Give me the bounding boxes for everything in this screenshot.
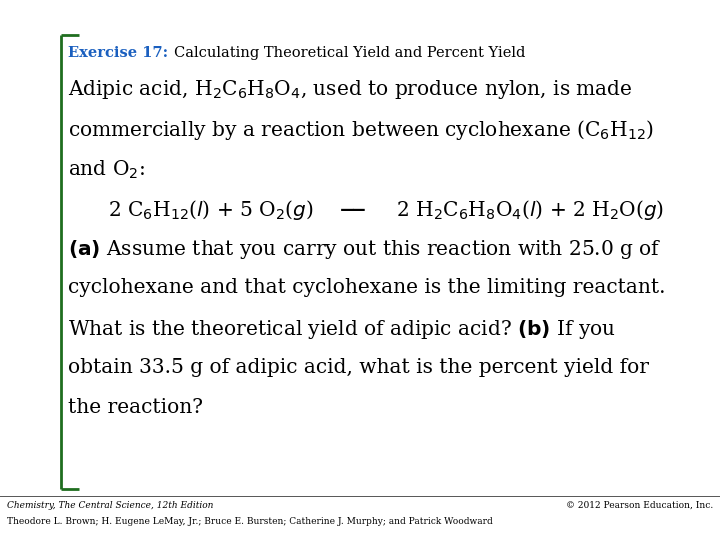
Text: Chemistry, The Central Science, 12th Edition: Chemistry, The Central Science, 12th Edi… xyxy=(7,501,214,510)
Text: obtain 33.5 g of adipic acid, what is the percent yield for: obtain 33.5 g of adipic acid, what is th… xyxy=(68,358,649,377)
Text: Exercise 17:: Exercise 17: xyxy=(68,46,168,60)
Text: 2 C$_6$H$_{12}$($\mathit{l}$) + 5 O$_2$($\mathit{g}$)    $\mathbf{-\!\!\!-}$    : 2 C$_6$H$_{12}$($\mathit{l}$) + 5 O$_2$(… xyxy=(108,198,664,222)
Text: Theodore L. Brown; H. Eugene LeMay, Jr.; Bruce E. Bursten; Catherine J. Murphy; : Theodore L. Brown; H. Eugene LeMay, Jr.;… xyxy=(7,517,493,526)
Text: © 2012 Pearson Education, Inc.: © 2012 Pearson Education, Inc. xyxy=(565,501,713,510)
Text: Adipic acid, H$_2$C$_6$H$_8$O$_4$, used to produce nylon, is made: Adipic acid, H$_2$C$_6$H$_8$O$_4$, used … xyxy=(68,78,633,102)
Text: the reaction?: the reaction? xyxy=(68,398,204,417)
Text: and O$_2$:: and O$_2$: xyxy=(68,158,145,180)
Text: $\mathbf{(a)}$ Assume that you carry out this reaction with 25.0 g of: $\mathbf{(a)}$ Assume that you carry out… xyxy=(68,238,662,261)
Text: What is the theoretical yield of adipic acid? $\mathbf{(b)}$ If you: What is the theoretical yield of adipic … xyxy=(68,318,616,341)
Text: Calculating Theoretical Yield and Percent Yield: Calculating Theoretical Yield and Percen… xyxy=(174,46,526,60)
Text: cyclohexane and that cyclohexane is the limiting reactant.: cyclohexane and that cyclohexane is the … xyxy=(68,278,666,297)
Text: commercially by a reaction between cyclohexane (C$_6$H$_{12}$): commercially by a reaction between cyclo… xyxy=(68,118,654,142)
